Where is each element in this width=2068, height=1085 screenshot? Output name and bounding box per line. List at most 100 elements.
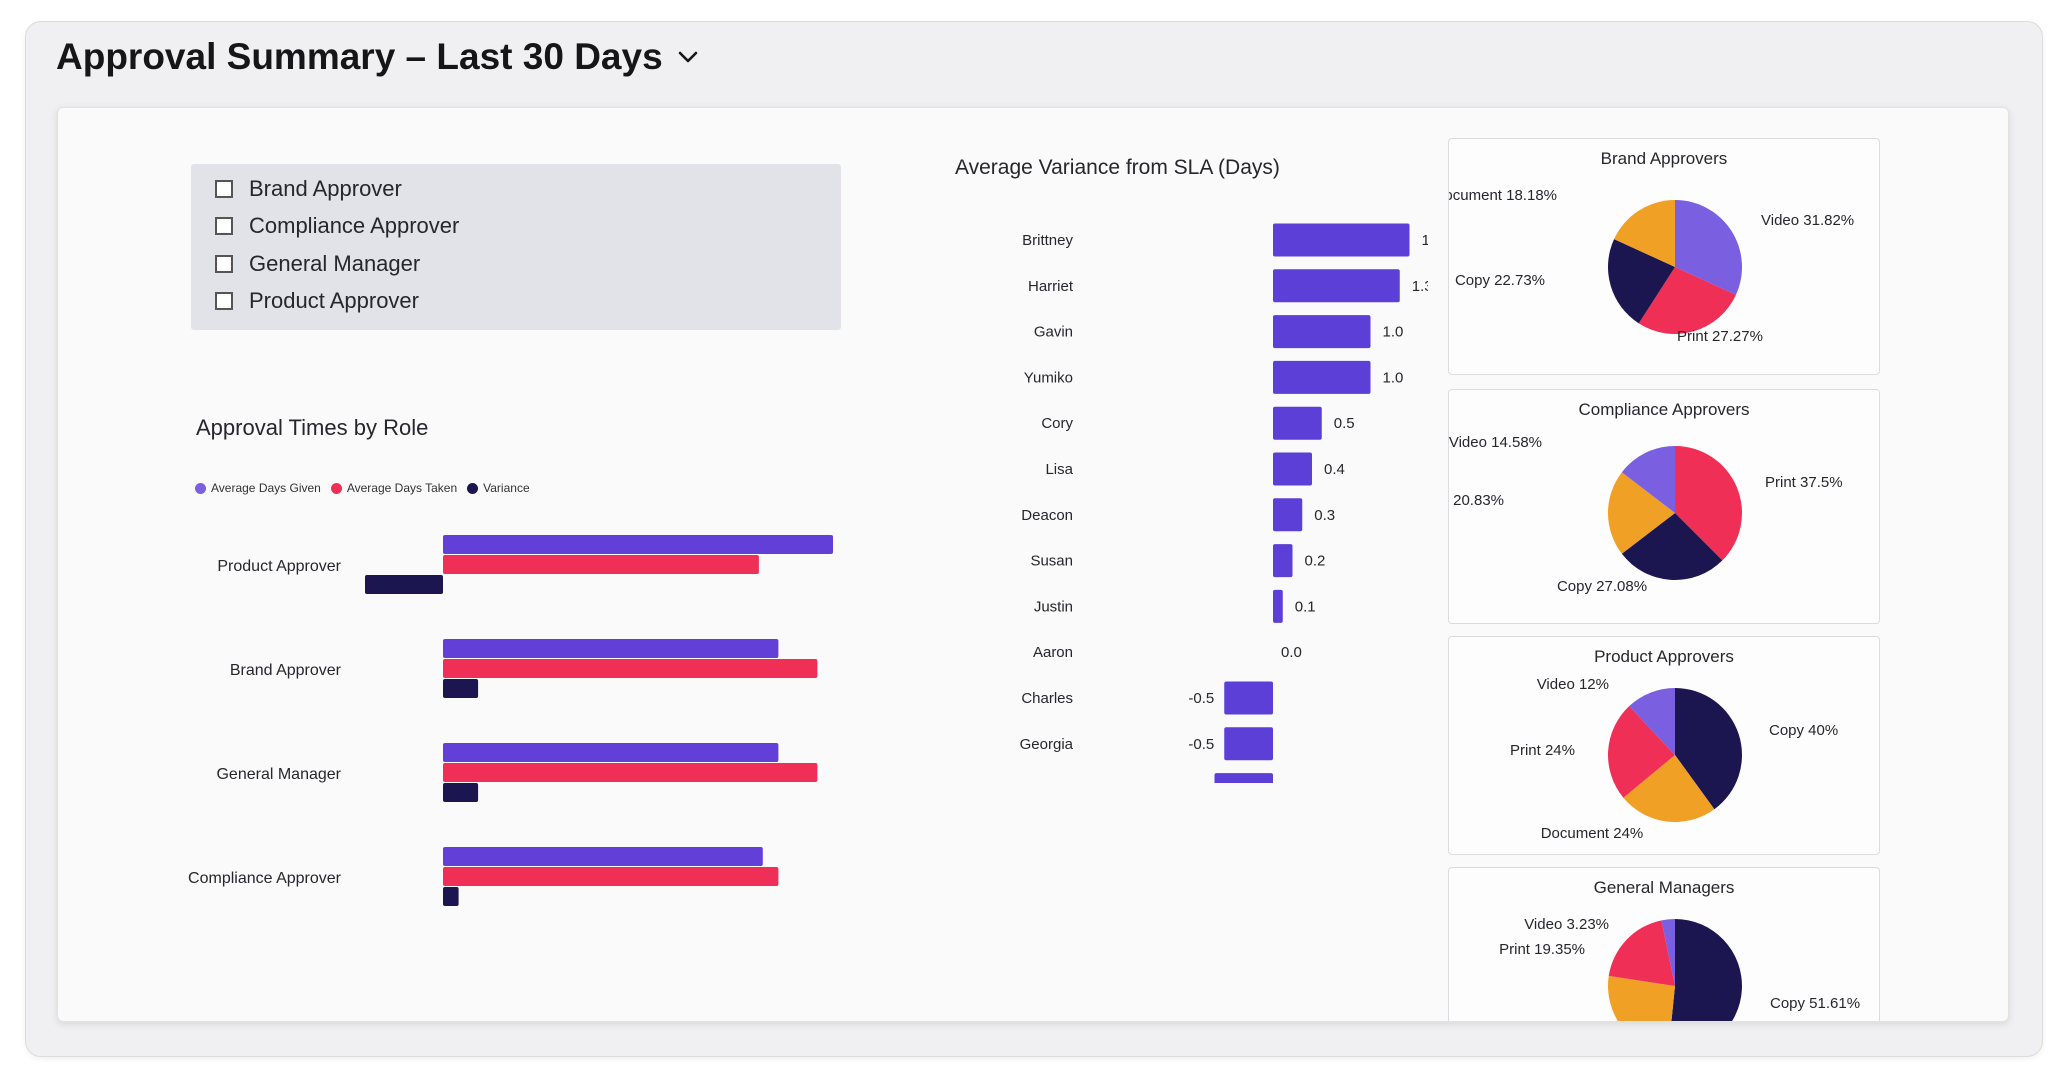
slice-label: Video 14.58%: [1449, 434, 1542, 451]
pie-card-compliance-approvers: Compliance Approvers Print 37.5% Copy 27.…: [1448, 389, 1880, 624]
slice-label: Print 37.5%: [1765, 474, 1843, 491]
pie-slice: [1675, 446, 1742, 561]
bar: [1273, 406, 1322, 440]
pie-chart-brand-approvers: Video 31.82% Print 27.27% Copy 22.73% Docum…: [1449, 187, 1854, 345]
category-label: Product Approver: [217, 558, 341, 575]
pie-slice: [1638, 267, 1736, 334]
row-label: Deacon: [1021, 507, 1073, 524]
filter-label: Brand Approver: [249, 176, 402, 201]
chevron-down-icon: [678, 51, 697, 63]
bar: [443, 743, 779, 762]
value-label: 0.4: [1324, 461, 1345, 478]
legend-swatch: [195, 482, 206, 494]
value-label: 1.0: [1383, 324, 1404, 341]
checkbox[interactable]: [215, 255, 233, 273]
slice-label: Copy 27.08%: [1557, 578, 1647, 595]
value-label: -0.5: [1188, 736, 1214, 753]
bar: [443, 783, 479, 802]
slice-label: Document 20.83%: [1449, 492, 1504, 509]
slice-label: Video 31.82%: [1761, 212, 1854, 229]
value-label: 0.1: [1295, 598, 1316, 615]
filter-label: Compliance Approver: [249, 213, 460, 238]
row-label: Harriet: [1028, 278, 1074, 295]
filter-label: General Manager: [249, 251, 421, 276]
legend-item: Variance: [467, 481, 530, 495]
value-label: 0.2: [1305, 553, 1326, 570]
approval-times-legend: Average Days Given Average Days Taken Va…: [195, 481, 530, 495]
bar: [1224, 727, 1273, 761]
bar: [443, 639, 779, 658]
value-label: 0.5: [1334, 415, 1355, 432]
row-label: Yumiko: [1024, 369, 1073, 386]
pie-title: Brand Approvers: [1600, 149, 1728, 168]
variance-chart-title: Average Variance from SLA (Days): [955, 156, 1280, 179]
pie-slice: [1608, 472, 1675, 554]
checkbox[interactable]: [215, 217, 233, 235]
bar: [443, 555, 759, 574]
pie-slice: [1675, 688, 1742, 810]
value-label: 0.3: [1314, 507, 1335, 524]
slice-label: Document 18.18%: [1449, 187, 1557, 204]
bar: [1273, 589, 1283, 623]
filter-product-approver[interactable]: Product Approver: [215, 288, 419, 314]
value-label: 1.4: [1422, 232, 1429, 249]
legend-item: Average Days Given: [195, 481, 321, 495]
bar: [1273, 452, 1312, 486]
filter-general-manager[interactable]: General Manager: [215, 251, 420, 277]
bar: [443, 659, 818, 678]
filter-label: Product Approver: [249, 288, 419, 313]
bar: [365, 575, 443, 594]
bar: [1273, 544, 1293, 578]
legend-label: Average Days Given: [211, 481, 321, 495]
row-label: Lisa: [1045, 461, 1073, 478]
pie-chart-compliance-approvers: Print 37.5% Copy 27.08% Document 20.83% Vid…: [1449, 434, 1843, 595]
legend-label: Average Days Taken: [346, 481, 458, 495]
bar: [443, 887, 459, 906]
filter-compliance-approver[interactable]: Compliance Approver: [215, 213, 459, 239]
bar: [443, 847, 763, 866]
checkbox[interactable]: [215, 180, 233, 198]
pie-title: Product Approvers: [1594, 647, 1734, 666]
pie-chart-general-managers: Copy 51.61% Print 19.35% Video 3.23%: [1499, 916, 1860, 1021]
slice-label: Copy 22.73%: [1455, 272, 1545, 289]
pie-chart-product-approvers: Copy 40% Document 24% Print 24% Video 12%: [1510, 676, 1838, 842]
legend-label: Variance: [483, 481, 530, 495]
pie-slice: [1608, 239, 1675, 324]
bar: [1273, 498, 1303, 532]
bar: [1273, 315, 1371, 349]
page-title-dropdown[interactable]: Approval Summary – Last 30 Days: [56, 36, 699, 78]
row-label: Justin: [1034, 598, 1073, 615]
slice-label: Print 24%: [1510, 742, 1575, 759]
legend-swatch: [330, 482, 342, 494]
slice-label: Copy 51.61%: [1770, 995, 1860, 1012]
pie-slice: [1621, 513, 1723, 580]
slice-label: Print 19.35%: [1499, 941, 1585, 958]
pie-slice: [1675, 200, 1742, 295]
slice-label: Document 24%: [1541, 825, 1644, 842]
bar: [443, 763, 818, 782]
row-label: Charles: [1021, 690, 1073, 707]
value-label: 0.0: [1281, 644, 1302, 661]
row-label: Gavin: [1034, 324, 1073, 341]
legend-swatch: [467, 482, 479, 494]
bar: [443, 535, 833, 554]
pie-slice: [1608, 975, 1675, 1021]
checkbox[interactable]: [215, 292, 233, 310]
bar: [1224, 681, 1273, 715]
pie-slice: [1629, 688, 1675, 755]
role-filter-panel: Brand Approver Compliance Approver Gener…: [191, 164, 841, 330]
pie-slice: [1608, 920, 1675, 986]
pie-slice: [1614, 200, 1675, 267]
row-label: Kamal: [1030, 782, 1073, 783]
pie-card-product-approvers: Product Approvers Copy 40% Document 24% Pr…: [1448, 636, 1880, 855]
filter-brand-approver[interactable]: Brand Approver: [215, 176, 402, 202]
pie-card-brand-approvers: Brand Approvers Video 31.82% Print 27.27%…: [1448, 138, 1880, 375]
approval-times-title: Approval Times by Role: [196, 415, 429, 440]
bar: [443, 679, 479, 698]
pie-card-general-managers: General Managers Copy 51.61% Print 19.35%…: [1448, 867, 1880, 1021]
category-label: Brand Approver: [230, 662, 342, 679]
row-label: Aaron: [1033, 644, 1073, 661]
dashboard-panel: Approval Summary – Last 30 Days Brand Ap…: [25, 21, 2043, 1057]
slice-label: Video 12%: [1537, 676, 1609, 693]
value-label: 1.3: [1412, 278, 1428, 295]
